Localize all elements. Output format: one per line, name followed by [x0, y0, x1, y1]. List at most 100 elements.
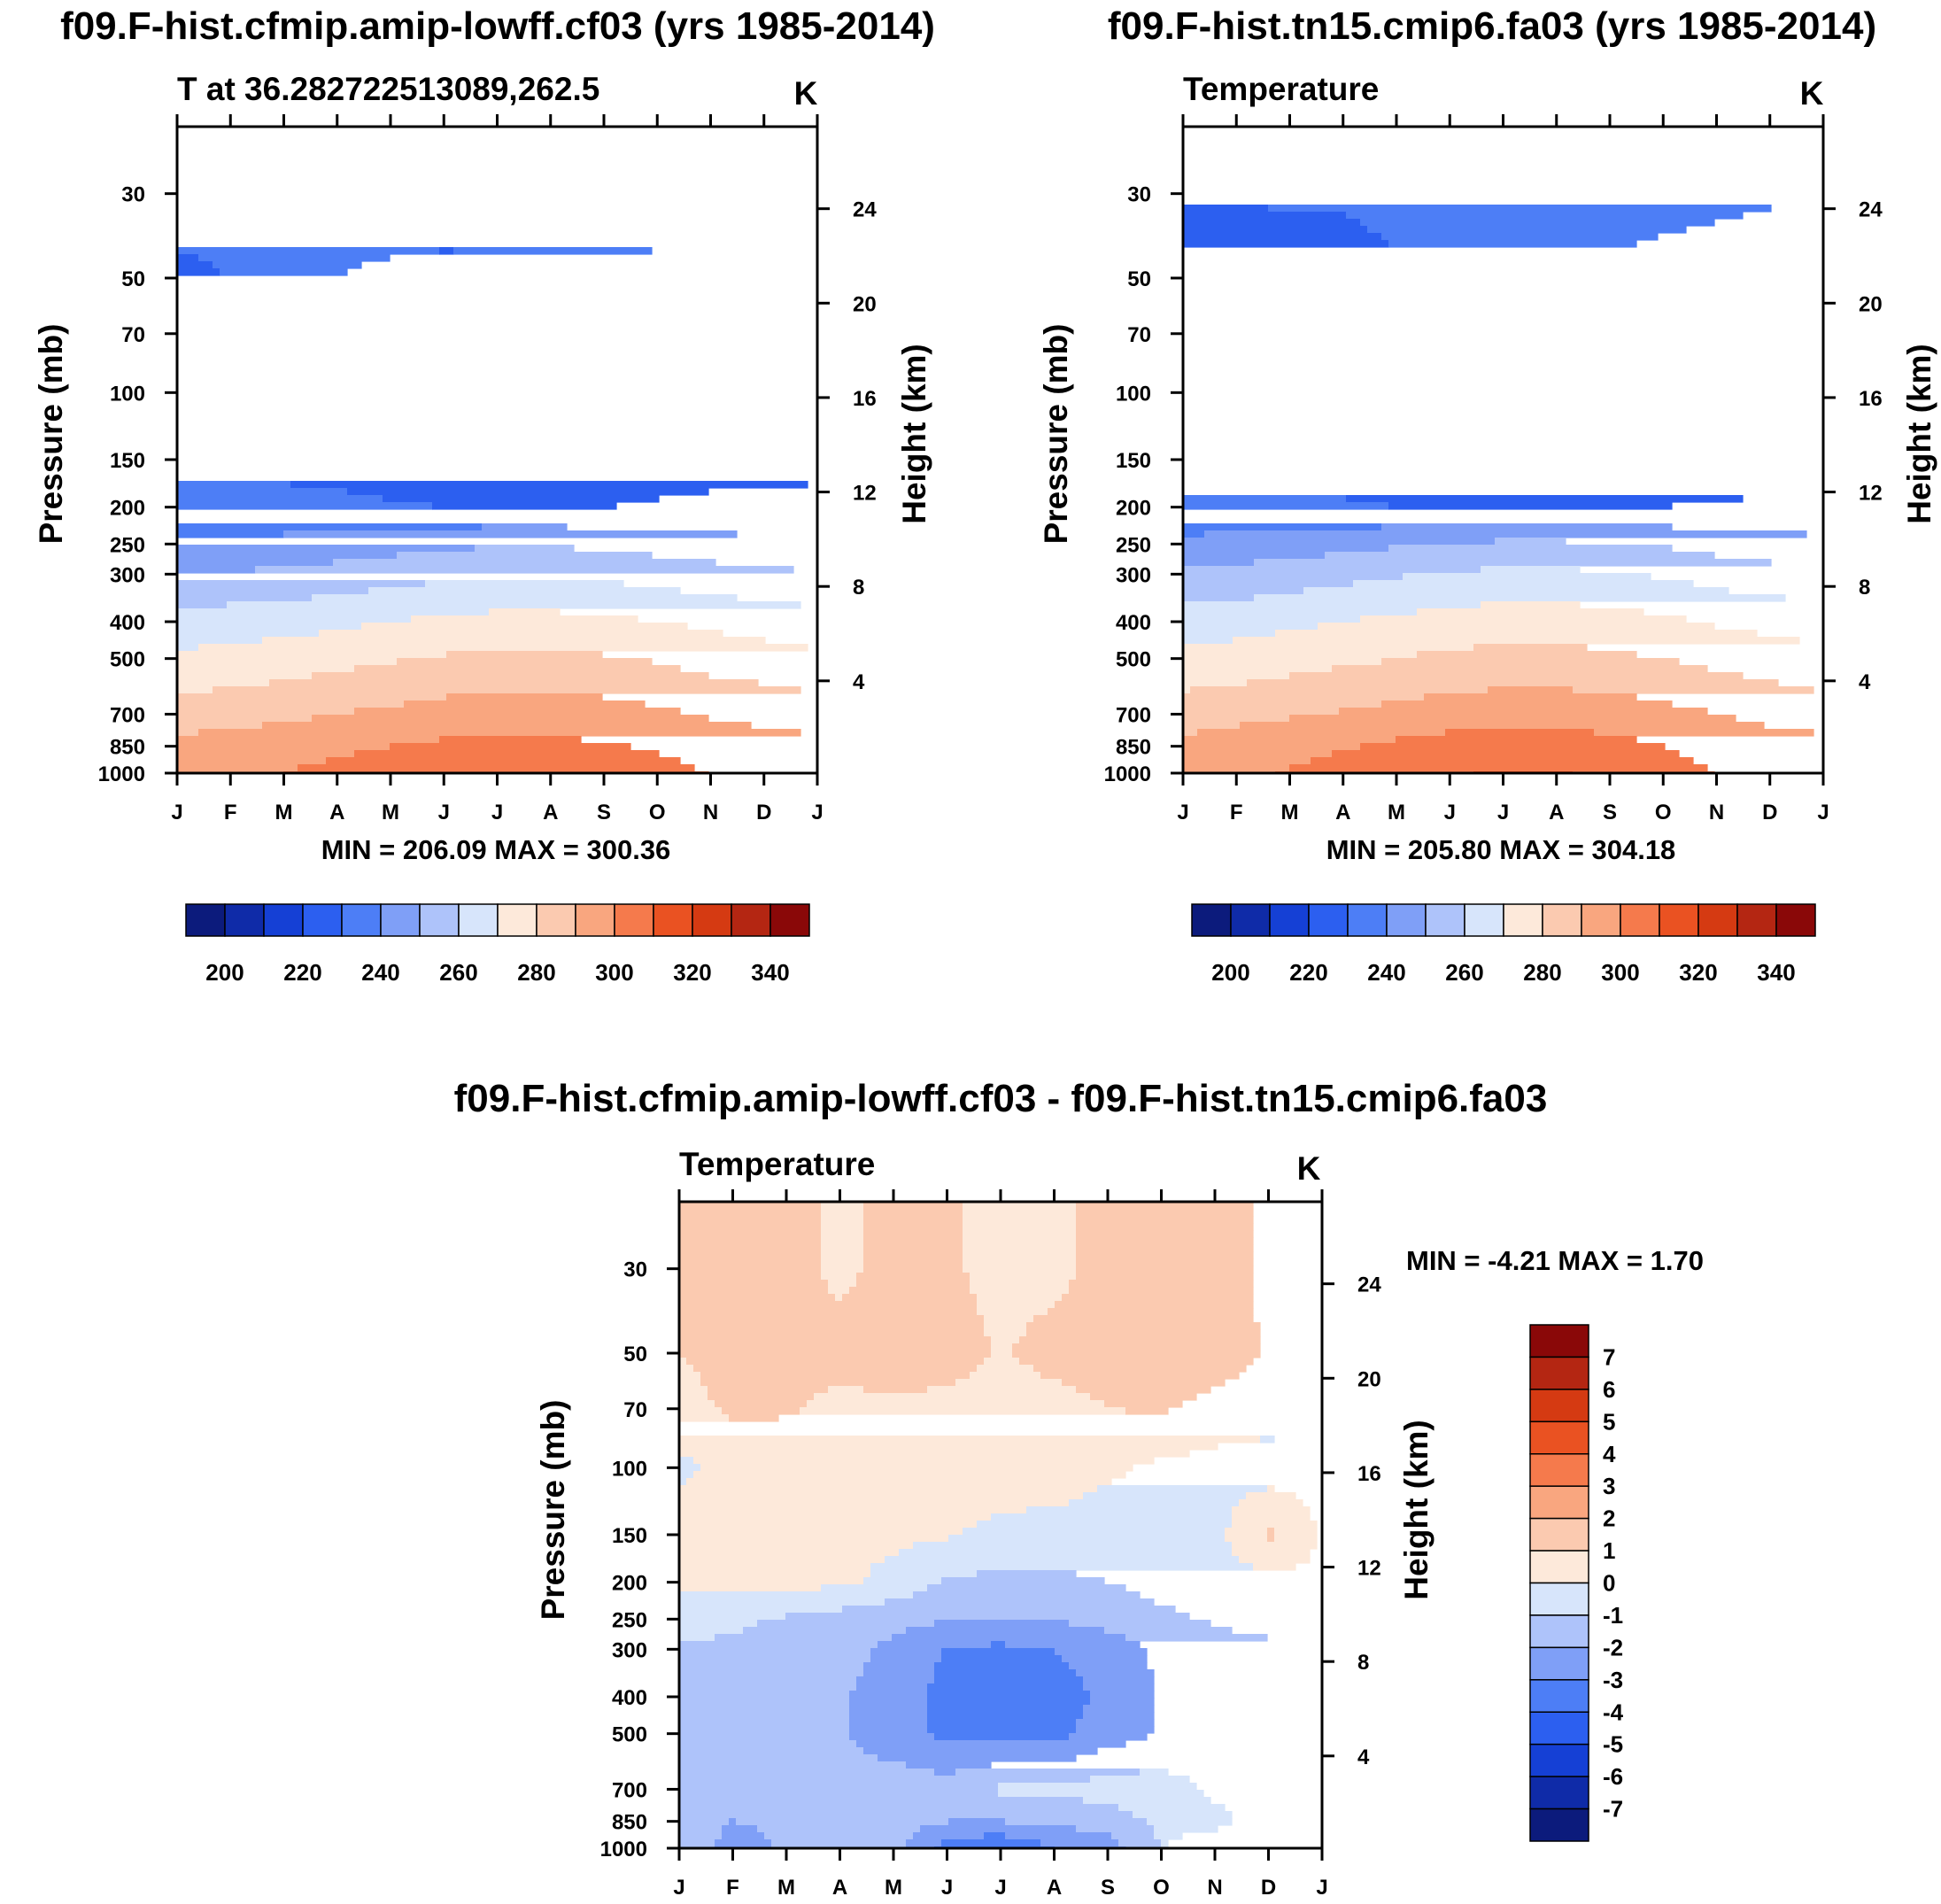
units-label: K: [794, 75, 818, 112]
contour-band-cell: [1026, 1322, 1261, 1330]
contour-band-cell: [1183, 757, 1311, 765]
contour-band-cell: [679, 1733, 850, 1741]
contour-band-cell: [326, 757, 681, 765]
contour-band-cell: [1097, 1485, 1268, 1493]
colorbar-swatch: [1529, 1614, 1589, 1649]
colorbar-label: 2: [1603, 1505, 1615, 1532]
contour-band-cell: [1183, 594, 1255, 602]
y-tick-label: 500: [1116, 648, 1151, 672]
colorbar-swatch: [1425, 903, 1465, 937]
contour-band-cell: [354, 750, 660, 758]
y-tick-label: 1000: [98, 762, 145, 786]
contour-band-cell: [927, 1386, 1077, 1394]
colorbar-swatch: [380, 903, 421, 937]
contour-band-cell: [1183, 637, 1233, 645]
contour-band-cell: [1083, 1492, 1247, 1500]
colorbar-swatch: [341, 903, 382, 937]
y-tick-label: 200: [612, 1572, 647, 1596]
contour-band-cell: [1197, 729, 1446, 737]
contour-band-cell: [785, 1613, 1190, 1621]
contour-band-cell: [757, 1620, 935, 1628]
contour-band-cell: [262, 637, 766, 645]
colorbar-label: 0: [1603, 1570, 1615, 1597]
contour-band-cell: [679, 1400, 715, 1408]
contour-band-cell: [1183, 559, 1255, 567]
contour-band-cell: [679, 1669, 864, 1677]
contour-band-cell: [1076, 1258, 1254, 1266]
contour-band-cell: [849, 1691, 928, 1699]
y-tick-label: 700: [1116, 703, 1151, 727]
colorbar-swatch: [1191, 903, 1232, 937]
colorbar-label: 260: [1445, 959, 1483, 986]
contour-band-cell: [475, 545, 575, 553]
contour-band-cell: [1381, 523, 1673, 531]
y-tick-label: 1000: [1104, 762, 1151, 786]
contour-band-cell: [679, 1839, 715, 1847]
contour-band-cell: [1481, 601, 1581, 609]
contour-band-cell: [1190, 686, 1489, 694]
colorbar-swatch: [1386, 903, 1427, 937]
contour-band-cell: [1183, 623, 1318, 631]
x-tick-label: J: [994, 1876, 1006, 1900]
y2-tick-label: 8: [1859, 576, 1870, 600]
contour-band-cell: [679, 1301, 978, 1309]
contour-band-cell: [991, 1351, 1013, 1358]
contour-band-cell: [1239, 1499, 1303, 1507]
colorbar-label: 340: [1757, 959, 1795, 986]
colorbar-swatch: [458, 903, 499, 937]
colorbar-swatch: [497, 903, 537, 937]
colorbar-label: -3: [1603, 1667, 1623, 1693]
contour-band-cell: [863, 1251, 963, 1259]
colorbar-swatch: [1464, 903, 1504, 937]
contour-band-cell: [383, 495, 660, 503]
panel-difference: f09.F-hist.cfmip.amip-lowff.cf03 - f09.F…: [454, 1077, 1704, 1900]
contour-band-cell: [736, 1818, 949, 1826]
y-tick-label: 300: [612, 1638, 647, 1662]
colorbar-label: -1: [1603, 1602, 1623, 1629]
contour-band-cell: [1076, 1386, 1211, 1394]
contour-band-cell: [1183, 743, 1361, 751]
contour-band-cell: [1090, 1393, 1197, 1401]
colorbar-swatch: [1529, 1807, 1589, 1842]
contour-band-cell: [679, 1237, 822, 1245]
y-axis-title: Pressure (mb): [535, 1400, 571, 1621]
contour-band-cell: [970, 1372, 1041, 1380]
contour-band-cell: [177, 630, 320, 638]
y2-axis-height-labels: 24 20 16 12 8 4: [1859, 198, 1883, 694]
contour-band-cell: [1026, 1329, 1261, 1337]
contour-band-cell: [1033, 1365, 1247, 1373]
contour-band-cell: [863, 1258, 963, 1266]
x-tick-label: J: [491, 801, 503, 824]
contour-band-cell: [679, 1358, 687, 1366]
contour-band-cell: [1594, 729, 1814, 737]
y2-tick-label: 24: [853, 198, 877, 222]
contour-band-cell: [764, 1832, 914, 1840]
contour-band-cell: [679, 1691, 850, 1699]
x-tick-label: J: [1177, 801, 1188, 824]
y2-tick-label: 4: [853, 670, 865, 694]
contour-band-cell: [1183, 573, 1404, 581]
contour-band-cell: [679, 1265, 822, 1273]
contour-band-cell: [941, 1839, 1041, 1847]
colorbar-label: 280: [1523, 959, 1561, 986]
contour-band-cell: [679, 1606, 843, 1614]
contour-band-cell: [1381, 700, 1673, 708]
panel-title: f09.F-hist.cfmip.amip-lowff.cf03 (yrs 19…: [60, 4, 935, 48]
x-tick-label: S: [1101, 1876, 1115, 1900]
y-tick-label: 850: [110, 736, 145, 760]
colorbar-swatch: [536, 903, 576, 937]
y-tick-label: 70: [121, 323, 145, 347]
contour-band-cell: [863, 1202, 963, 1210]
contour-band-cell: [679, 1577, 864, 1585]
contour-band-cell: [679, 1634, 715, 1642]
contour-band-cell: [700, 1372, 970, 1380]
contour-band-cell: [1133, 1811, 1233, 1819]
contour-band-cell: [1183, 219, 1361, 227]
colorbar-swatch: [302, 903, 343, 937]
contour-band-cell: [679, 1549, 900, 1557]
contour-band-cell: [1090, 1776, 1190, 1784]
axis-ticks: [667, 1189, 1334, 1861]
contour-band-cell: [849, 1712, 928, 1720]
contour-band-cell: [1254, 559, 1772, 567]
contour-band-cell: [1183, 538, 1496, 546]
